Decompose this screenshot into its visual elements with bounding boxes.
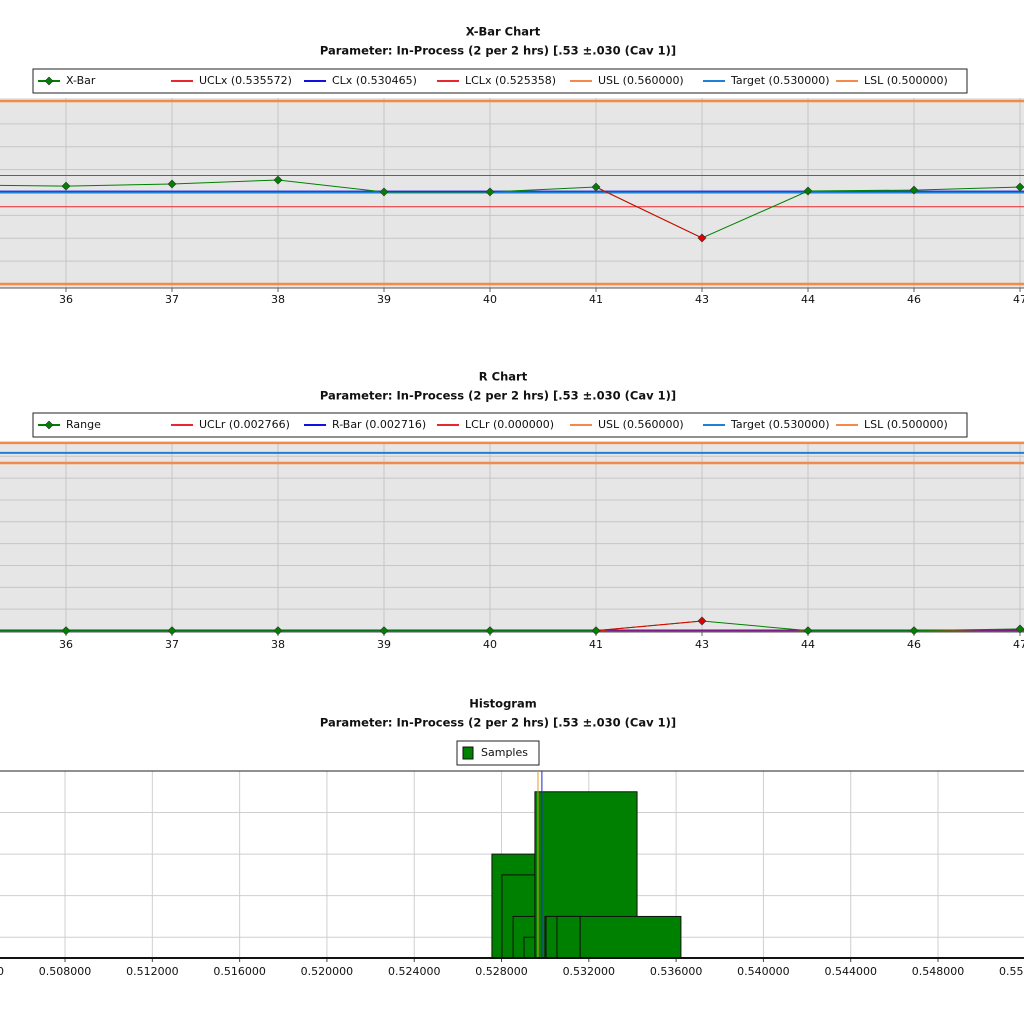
- data-point: [909, 185, 919, 195]
- x-tick-label: 40: [483, 638, 497, 651]
- x-tick-label: 0.540000: [737, 965, 790, 978]
- x-tick-label: 39: [377, 638, 391, 651]
- data-point: [909, 626, 919, 636]
- x-tick-label: 38: [271, 638, 285, 651]
- x-tick-label: 0.512000: [126, 965, 179, 978]
- legend-label: UCLr (0.002766): [199, 418, 290, 431]
- histogram-bar: [556, 915, 581, 959]
- x-tick-label: 0.528000: [475, 965, 528, 978]
- x-tick-label: 0.548000: [912, 965, 965, 978]
- chart-title: R Chart: [479, 370, 528, 384]
- legend-label: Samples: [481, 746, 528, 759]
- histogram-bar: [523, 936, 536, 959]
- chart-title: Histogram: [469, 697, 536, 711]
- data-point: [697, 233, 707, 243]
- data-point: [379, 187, 389, 197]
- data-point: [167, 179, 177, 189]
- x-tick-label: 38: [271, 293, 285, 306]
- data-point: [273, 626, 283, 636]
- data-point: [379, 626, 389, 636]
- data-point: [273, 175, 283, 185]
- legend-label: Range: [66, 418, 101, 431]
- data-point: [485, 626, 495, 636]
- legend-marker: [44, 76, 54, 86]
- data-point: [803, 186, 813, 196]
- legend: Samples: [456, 740, 540, 766]
- out-of-control-segment: [595, 620, 703, 632]
- legend-label: CLx (0.530465): [332, 74, 417, 87]
- chart-title: X-Bar Chart: [466, 25, 541, 39]
- x-tick-label: 0.552000: [999, 965, 1024, 978]
- x-tick-label: 0.520000: [301, 965, 354, 978]
- data-point: [803, 626, 813, 636]
- x-tick-label: 0.504000: [0, 965, 4, 978]
- legend-label: UCLx (0.535572): [199, 74, 292, 87]
- x-tick-label: 43: [695, 638, 709, 651]
- x-tick-label: 41: [589, 293, 603, 306]
- legend-label: USL (0.560000): [598, 418, 684, 431]
- x-tick-label: 0.544000: [824, 965, 877, 978]
- legend-label: LCLx (0.525358): [465, 74, 556, 87]
- x-tick-label: 44: [801, 638, 815, 651]
- x-tick-label: 44: [801, 293, 815, 306]
- legend-label: USL (0.560000): [598, 74, 684, 87]
- legend: X-Bar UCLx (0.535572) CLx (0.530465) LCLx (…: [32, 68, 968, 94]
- data-point: [61, 181, 71, 191]
- x-tick-label: 0.532000: [563, 965, 616, 978]
- data-point: [485, 187, 495, 197]
- x-tick-label: 41: [589, 638, 603, 651]
- chart-subtitle: Parameter: In-Process (2 per 2 hrs) [.53…: [320, 389, 676, 403]
- legend: Range UCLr (0.002766) R-Bar (0.002716) LCLr…: [32, 412, 968, 438]
- x-tick-label: 0.516000: [213, 965, 266, 978]
- x-tick-label: 0.508000: [39, 965, 92, 978]
- x-tick-label: 47: [1013, 638, 1024, 651]
- legend-label: LCLr (0.000000): [465, 418, 554, 431]
- legend-swatch: [462, 746, 474, 760]
- x-tick-label: 46: [907, 293, 921, 306]
- data-point: [167, 626, 177, 636]
- legend-marker: [44, 420, 54, 430]
- x-tick-label: 0.524000: [388, 965, 441, 978]
- data-point: [1015, 624, 1024, 634]
- x-tick-label: 40: [483, 293, 497, 306]
- legend-label: X-Bar: [66, 74, 96, 87]
- legend-label: LSL (0.500000): [864, 74, 948, 87]
- x-tick-label: 0.536000: [650, 965, 703, 978]
- x-tick-label: 36: [59, 293, 73, 306]
- x-tick-label: 37: [165, 638, 179, 651]
- legend-label: Target (0.530000): [730, 418, 830, 431]
- data-point: [591, 626, 601, 636]
- chart-subtitle: Parameter: In-Process (2 per 2 hrs) [.53…: [320, 44, 676, 58]
- x-tick-label: 36: [59, 638, 73, 651]
- plot-area: [0, 442, 1024, 632]
- data-point: [61, 626, 71, 636]
- x-tick-label: 47: [1013, 293, 1024, 306]
- legend-label: R-Bar (0.002716): [332, 418, 426, 431]
- legend-label: Target (0.530000): [730, 74, 830, 87]
- data-point: [697, 616, 707, 626]
- legend-label: LSL (0.500000): [864, 418, 948, 431]
- data-point: [1015, 182, 1024, 192]
- chart-subtitle: Parameter: In-Process (2 per 2 hrs) [.53…: [320, 716, 676, 730]
- data-point: [591, 182, 601, 192]
- x-tick-label: 43: [695, 293, 709, 306]
- x-tick-label: 46: [907, 638, 921, 651]
- x-tick-label: 39: [377, 293, 391, 306]
- x-tick-label: 37: [165, 293, 179, 306]
- out-of-control-segment: [595, 186, 703, 239]
